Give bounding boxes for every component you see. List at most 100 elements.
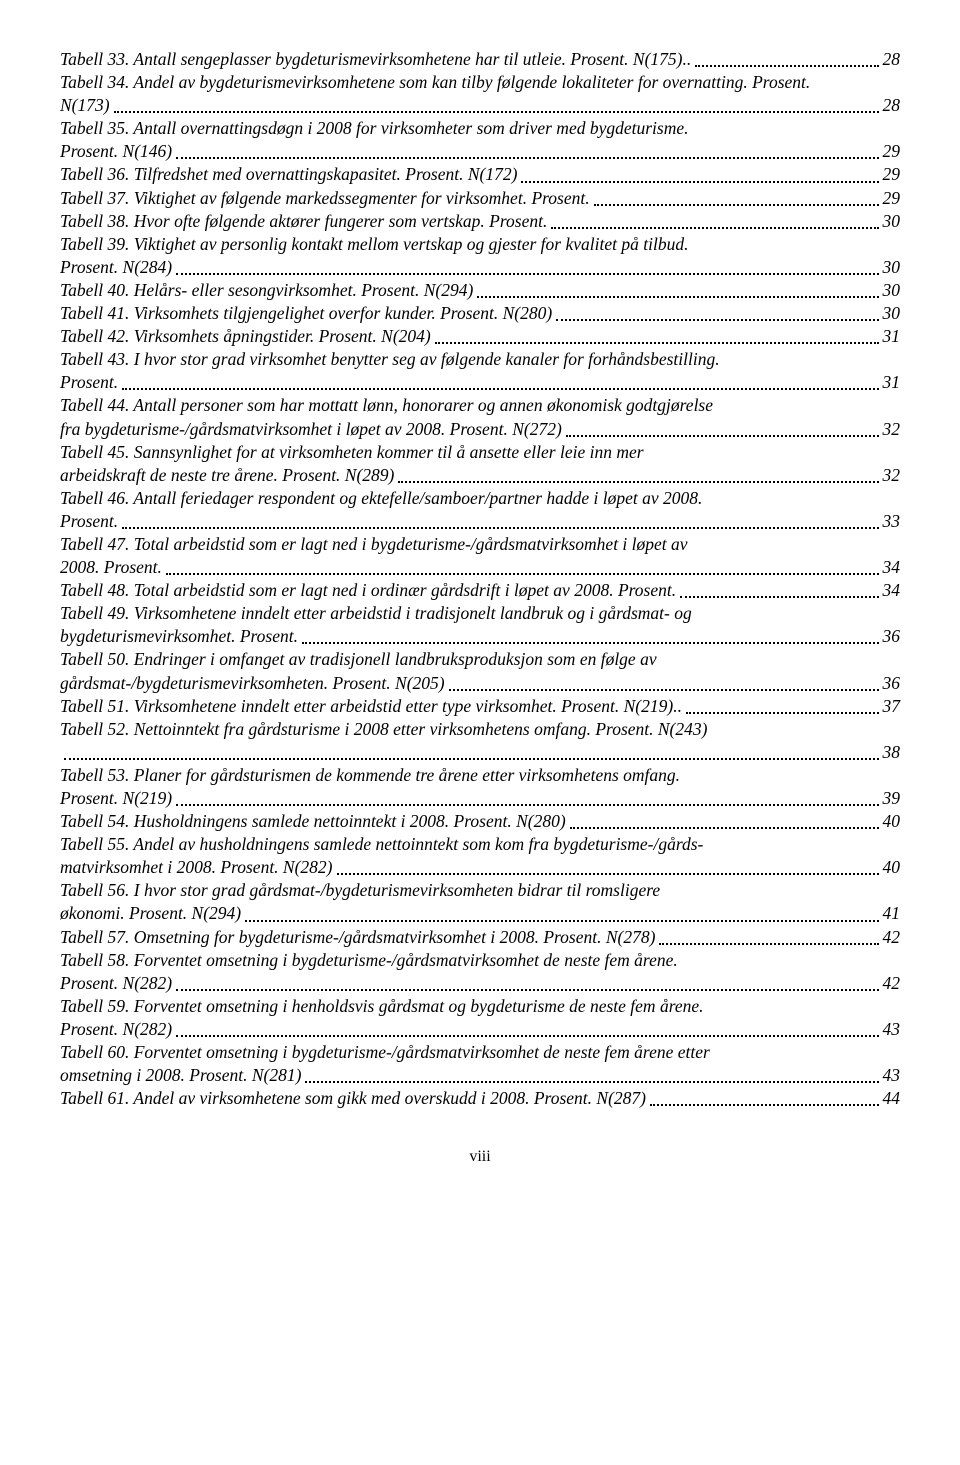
toc-entry: arbeidskraft de neste tre årene. Prosent… bbox=[60, 464, 900, 487]
toc-leader-dots bbox=[176, 147, 878, 160]
toc-entry-page: 29 bbox=[883, 140, 901, 163]
toc-entry: Prosent. N(282) 42 bbox=[60, 972, 900, 995]
toc-entry: Tabell 61. Andel av virksomhetene som gi… bbox=[60, 1087, 900, 1110]
toc-entry-label: Prosent. bbox=[60, 510, 118, 533]
toc-entry: Prosent. 33 bbox=[60, 510, 900, 533]
toc-leader-dots bbox=[659, 932, 878, 945]
toc-leader-dots bbox=[337, 863, 879, 876]
toc-leader-dots bbox=[435, 332, 879, 345]
toc-entry-label: Tabell 42. Virksomhets åpningstider. Pro… bbox=[60, 325, 431, 348]
toc-leader-dots bbox=[302, 632, 879, 645]
toc-entry-page: 36 bbox=[883, 672, 901, 695]
toc-entry-label: arbeidskraft de neste tre årene. Prosent… bbox=[60, 464, 394, 487]
toc-leader-dots bbox=[566, 424, 879, 437]
toc-entry-page: 38 bbox=[883, 741, 901, 764]
toc-leader-dots bbox=[176, 262, 878, 275]
toc-leader-dots bbox=[686, 701, 879, 714]
toc-entry-label: Prosent. N(282) bbox=[60, 972, 172, 995]
toc-entry: fra bygdeturisme-/gårdsmatvirksomhet i l… bbox=[60, 418, 900, 441]
toc-entry-page: 32 bbox=[883, 418, 901, 441]
toc-entry: matvirksomhet i 2008. Prosent. N(282)40 bbox=[60, 856, 900, 879]
toc-entry-label: Prosent. N(219) bbox=[60, 787, 172, 810]
toc-entry-label: omsetning i 2008. Prosent. N(281) bbox=[60, 1064, 301, 1087]
toc-entry: omsetning i 2008. Prosent. N(281)43 bbox=[60, 1064, 900, 1087]
toc-entry: Tabell 37. Viktighet av følgende markeds… bbox=[60, 187, 900, 210]
toc-entry-page: 32 bbox=[883, 464, 901, 487]
toc-entry-line: Tabell 44. Antall personer som har motta… bbox=[60, 394, 900, 417]
toc-leader-dots bbox=[122, 378, 878, 391]
toc-entry-label: Tabell 51. Virksomhetene inndelt etter a… bbox=[60, 695, 682, 718]
toc-entry: Prosent. 31 bbox=[60, 371, 900, 394]
toc-leader-dots bbox=[594, 193, 879, 206]
toc-entry: Tabell 33. Antall sengeplasser bygdeturi… bbox=[60, 48, 900, 71]
toc-entry-line: Tabell 34. Andel av bygdeturismevirksomh… bbox=[60, 71, 900, 94]
toc-leader-dots bbox=[556, 309, 878, 322]
toc-entry-line: Tabell 56. I hvor stor grad gårdsmat-/by… bbox=[60, 879, 900, 902]
toc-entry-page: 30 bbox=[883, 210, 901, 233]
toc-entry-label: Tabell 57. Omsetning for bygdeturisme-/g… bbox=[60, 926, 655, 949]
toc-entry-label: Tabell 36. Tilfredshet med overnattingsk… bbox=[60, 163, 517, 186]
toc-entry-page: 40 bbox=[883, 810, 901, 833]
toc-entry-page: 30 bbox=[883, 302, 901, 325]
toc-leader-dots bbox=[176, 794, 878, 807]
toc-entry-label: gårdsmat-/bygdeturismevirksomheten. Pros… bbox=[60, 672, 445, 695]
toc-entry: 38 bbox=[60, 741, 900, 764]
toc-entry-label: Tabell 33. Antall sengeplasser bygdeturi… bbox=[60, 48, 691, 71]
toc-leader-dots bbox=[176, 1025, 878, 1038]
toc-entry: Tabell 38. Hvor ofte følgende aktører fu… bbox=[60, 210, 900, 233]
toc-entry-line: Tabell 50. Endringer i omfanget av tradi… bbox=[60, 648, 900, 671]
toc-entry-page: 42 bbox=[883, 972, 901, 995]
toc-entry-line: Tabell 60. Forventet omsetning i bygdetu… bbox=[60, 1041, 900, 1064]
toc-entry-line: Tabell 43. I hvor stor grad virksomhet b… bbox=[60, 348, 900, 371]
toc-entry-label: Tabell 61. Andel av virksomhetene som gi… bbox=[60, 1087, 646, 1110]
toc-entry-label: N(173) bbox=[60, 94, 110, 117]
toc-entry-label: Prosent. N(282) bbox=[60, 1018, 172, 1041]
toc-entry-label: 2008. Prosent. bbox=[60, 556, 162, 579]
toc-entry-page: 31 bbox=[883, 325, 901, 348]
toc-entry: Tabell 42. Virksomhets åpningstider. Pro… bbox=[60, 325, 900, 348]
toc-entry-page: 36 bbox=[883, 625, 901, 648]
toc-entry-label: Tabell 41. Virksomhets tilgjengelighet o… bbox=[60, 302, 552, 325]
toc-entry-label: matvirksomhet i 2008. Prosent. N(282) bbox=[60, 856, 333, 879]
toc-entry-page: 34 bbox=[883, 579, 901, 602]
toc-leader-dots bbox=[695, 55, 878, 68]
toc-leader-dots bbox=[570, 817, 879, 830]
toc-leader-dots bbox=[477, 286, 878, 299]
toc-entry-page: 34 bbox=[883, 556, 901, 579]
toc-leader-dots bbox=[551, 216, 878, 229]
toc-entry-label: bygdeturismevirksomhet. Prosent. bbox=[60, 625, 298, 648]
toc-entry-page: 28 bbox=[883, 48, 901, 71]
toc-entry: Prosent. N(282)43 bbox=[60, 1018, 900, 1041]
toc-entry-label: Prosent. bbox=[60, 371, 118, 394]
toc-leader-dots bbox=[650, 1094, 879, 1107]
toc-entry: Tabell 54. Husholdningens samlede nettoi… bbox=[60, 810, 900, 833]
toc-entry-line: Tabell 58. Forventet omsetning i bygdetu… bbox=[60, 949, 900, 972]
toc-entry: økonomi. Prosent. N(294)41 bbox=[60, 902, 900, 925]
toc-entry: Tabell 40. Helårs- eller sesongvirksomhe… bbox=[60, 279, 900, 302]
toc-entry-line: Tabell 47. Total arbeidstid som er lagt … bbox=[60, 533, 900, 556]
toc-entry: Prosent. N(219) 39 bbox=[60, 787, 900, 810]
toc-entry-label: Tabell 37. Viktighet av følgende markeds… bbox=[60, 187, 590, 210]
toc-entry: Prosent. N(146) 29 bbox=[60, 140, 900, 163]
toc-leader-dots bbox=[122, 516, 878, 529]
toc-leader-dots bbox=[114, 101, 879, 114]
toc-entry-label: fra bygdeturisme-/gårdsmatvirksomhet i l… bbox=[60, 418, 562, 441]
toc-entry: gårdsmat-/bygdeturismevirksomheten. Pros… bbox=[60, 672, 900, 695]
toc-entry: Tabell 48. Total arbeidstid som er lagt … bbox=[60, 579, 900, 602]
toc-leader-dots bbox=[64, 747, 879, 760]
toc-entry: Prosent. N(284)30 bbox=[60, 256, 900, 279]
toc-entry-page: 28 bbox=[883, 94, 901, 117]
toc-entry-page: 31 bbox=[883, 371, 901, 394]
toc-entry-label: Tabell 54. Husholdningens samlede nettoi… bbox=[60, 810, 566, 833]
toc-entry: Tabell 51. Virksomhetene inndelt etter a… bbox=[60, 695, 900, 718]
toc-entry-page: 29 bbox=[883, 163, 901, 186]
toc-entry-line: Tabell 59. Forventet omsetning i henhold… bbox=[60, 995, 900, 1018]
toc-entry-page: 33 bbox=[883, 510, 901, 533]
toc-entry: N(173) 28 bbox=[60, 94, 900, 117]
toc-entry: Tabell 36. Tilfredshet med overnattingsk… bbox=[60, 163, 900, 186]
toc-leader-dots bbox=[176, 978, 878, 991]
toc-entry-page: 39 bbox=[883, 787, 901, 810]
toc-leader-dots bbox=[521, 170, 878, 183]
toc-entry-label: Prosent. N(146) bbox=[60, 140, 172, 163]
toc-entry-line: Tabell 49. Virksomhetene inndelt etter a… bbox=[60, 602, 900, 625]
